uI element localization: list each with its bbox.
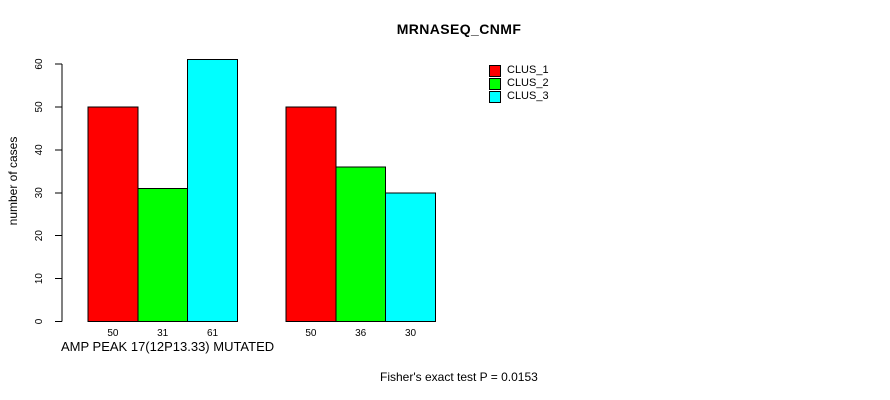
bar-clus_1-group2 (285, 106, 337, 322)
legend: CLUS_1 CLUS_2 CLUS_3 (489, 64, 549, 103)
legend-item: CLUS_1 (489, 64, 549, 77)
chart-title: MRNASEQ_CNMF (396, 21, 522, 37)
legend-swatch (489, 77, 501, 90)
legend-label: CLUS_3 (507, 90, 549, 102)
y-tick-label: 30 (34, 187, 45, 199)
legend-swatch (489, 90, 501, 103)
y-axis-label: number of cases (6, 136, 20, 226)
bar-clus_1-group1 (87, 106, 139, 322)
bar-value-label: 36 (355, 328, 367, 339)
y-tick-label: 40 (34, 144, 45, 156)
y-tick-label: 50 (34, 101, 45, 113)
legend-item: CLUS_2 (489, 77, 549, 90)
y-tick-label: 10 (34, 273, 45, 285)
bar-value-label: 61 (207, 328, 219, 339)
legend-label: CLUS_2 (507, 77, 549, 89)
bar-clus_3-group2 (385, 192, 436, 322)
legend-label: CLUS_1 (507, 64, 549, 76)
legend-swatch (489, 64, 501, 77)
x-axis-annotation: AMP PEAK 17(12P13.33) MUTATED (61, 339, 275, 354)
y-tick-label: 0 (34, 318, 45, 324)
bar-clus_2-group2 (335, 166, 387, 322)
bar-value-label: 30 (405, 328, 417, 339)
legend-item: CLUS_3 (489, 90, 549, 103)
y-tick-label: 20 (34, 230, 45, 242)
bar-value-label: 50 (107, 328, 119, 339)
y-tick-label: 60 (34, 58, 45, 70)
bar-clus_3-group1 (187, 59, 238, 322)
bar-clus_2-group1 (137, 187, 189, 322)
bar-value-label: 50 (305, 328, 317, 339)
bar-value-label: 31 (157, 328, 169, 339)
fisher-test-note: Fisher's exact test P = 0.0153 (380, 370, 538, 384)
